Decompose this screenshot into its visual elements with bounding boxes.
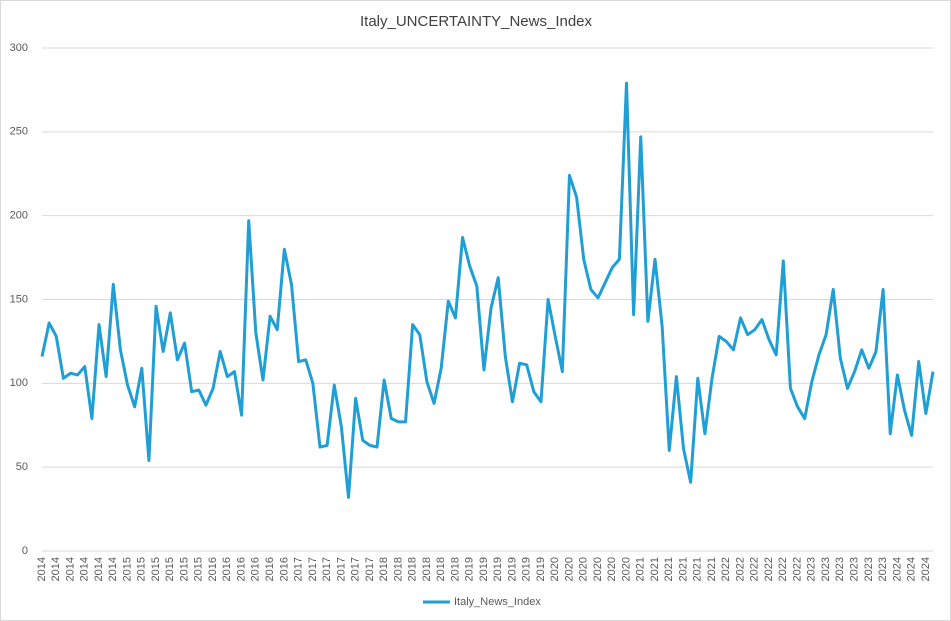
x-tick-label: 2020 — [578, 557, 590, 581]
x-tick-label: 2019 — [492, 557, 504, 581]
x-tick-label: 2014 — [50, 557, 62, 581]
x-tick-label: 2022 — [720, 557, 732, 581]
x-tick-label: 2018 — [407, 557, 419, 581]
x-tick-label: 2022 — [749, 557, 761, 581]
y-tick-label: 100 — [10, 377, 28, 389]
x-tick-label: 2020 — [620, 557, 632, 581]
x-tick-label: 2019 — [464, 557, 476, 581]
x-tick-label: 2016 — [278, 557, 290, 581]
x-tick-label: 2015 — [150, 557, 162, 581]
x-tick-label: 2016 — [207, 557, 219, 581]
x-tick-label: 2019 — [521, 557, 533, 581]
x-tick-label: 2024 — [920, 557, 932, 581]
x-tick-label: 2021 — [649, 557, 661, 581]
x-tick-label: 2014 — [107, 557, 119, 581]
x-tick-label: 2017 — [350, 557, 362, 581]
x-tick-label: 2015 — [136, 557, 148, 581]
x-tick-label: 2022 — [763, 557, 775, 581]
x-tick-label: 2015 — [193, 557, 205, 581]
data-line — [40, 81, 935, 499]
x-tick-label: 2017 — [293, 557, 305, 581]
x-tick-label: 2021 — [663, 557, 675, 581]
y-tick-label: 250 — [10, 126, 28, 138]
x-tick-label: 2015 — [121, 557, 133, 581]
x-tick-label: 2021 — [677, 557, 689, 581]
x-tick-label: 2023 — [820, 557, 832, 581]
x-tick-label: 2021 — [692, 557, 704, 581]
x-tick-label: 2016 — [235, 557, 247, 581]
x-tick-label: 2014 — [36, 557, 48, 581]
x-tick-label: 2017 — [335, 557, 347, 581]
x-tick-label: 2020 — [592, 557, 604, 581]
x-tick-label: 2018 — [392, 557, 404, 581]
x-tick-label: 2018 — [421, 557, 433, 581]
legend-label: Italy_News_Index — [454, 596, 541, 608]
x-tick-label: 2023 — [848, 557, 860, 581]
x-tick-label: 2023 — [834, 557, 846, 581]
x-tick-label: 2020 — [606, 557, 618, 581]
x-tick-label: 2022 — [777, 557, 789, 581]
x-tick-label: 2023 — [806, 557, 818, 581]
x-tick-label: 2017 — [364, 557, 376, 581]
y-tick-label: 200 — [10, 210, 28, 222]
x-tick-label: 2016 — [250, 557, 262, 581]
x-tick-label: 2017 — [307, 557, 319, 581]
x-tick-label: 2018 — [435, 557, 447, 581]
x-tick-label: 2024 — [906, 557, 918, 581]
x-tick-label: 2018 — [449, 557, 461, 581]
x-tick-label: 2021 — [706, 557, 718, 581]
x-tick-label: 2021 — [635, 557, 647, 581]
x-tick-label: 2014 — [79, 557, 91, 581]
x-tick-label: 2019 — [535, 557, 547, 581]
x-tick-label: 2014 — [93, 557, 105, 581]
x-tick-label: 2019 — [506, 557, 518, 581]
x-tick-label: 2020 — [549, 557, 561, 581]
y-tick-label: 300 — [10, 42, 28, 54]
x-tick-label: 2023 — [863, 557, 875, 581]
x-tick-label: 2024 — [891, 557, 903, 581]
chart-title: Italy_UNCERTAINTY_News_Index — [360, 13, 593, 30]
x-tick-label: 2015 — [178, 557, 190, 581]
x-tick-label: 2017 — [321, 557, 333, 581]
x-tick-label: 2018 — [378, 557, 390, 581]
x-tick-label: 2015 — [164, 557, 176, 581]
x-tick-label: 2023 — [877, 557, 889, 581]
x-tick-label: 2016 — [264, 557, 276, 581]
x-tick-label: 2020 — [563, 557, 575, 581]
x-tick-label: 2022 — [791, 557, 803, 581]
x-tick-label: 2022 — [734, 557, 746, 581]
x-tick-label: 2019 — [478, 557, 490, 581]
x-tick-label: 2016 — [221, 557, 233, 581]
y-tick-label: 50 — [16, 461, 28, 473]
y-tick-label: 150 — [10, 293, 28, 305]
x-tick-label: 2014 — [64, 557, 76, 581]
y-tick-label: 0 — [22, 545, 28, 557]
